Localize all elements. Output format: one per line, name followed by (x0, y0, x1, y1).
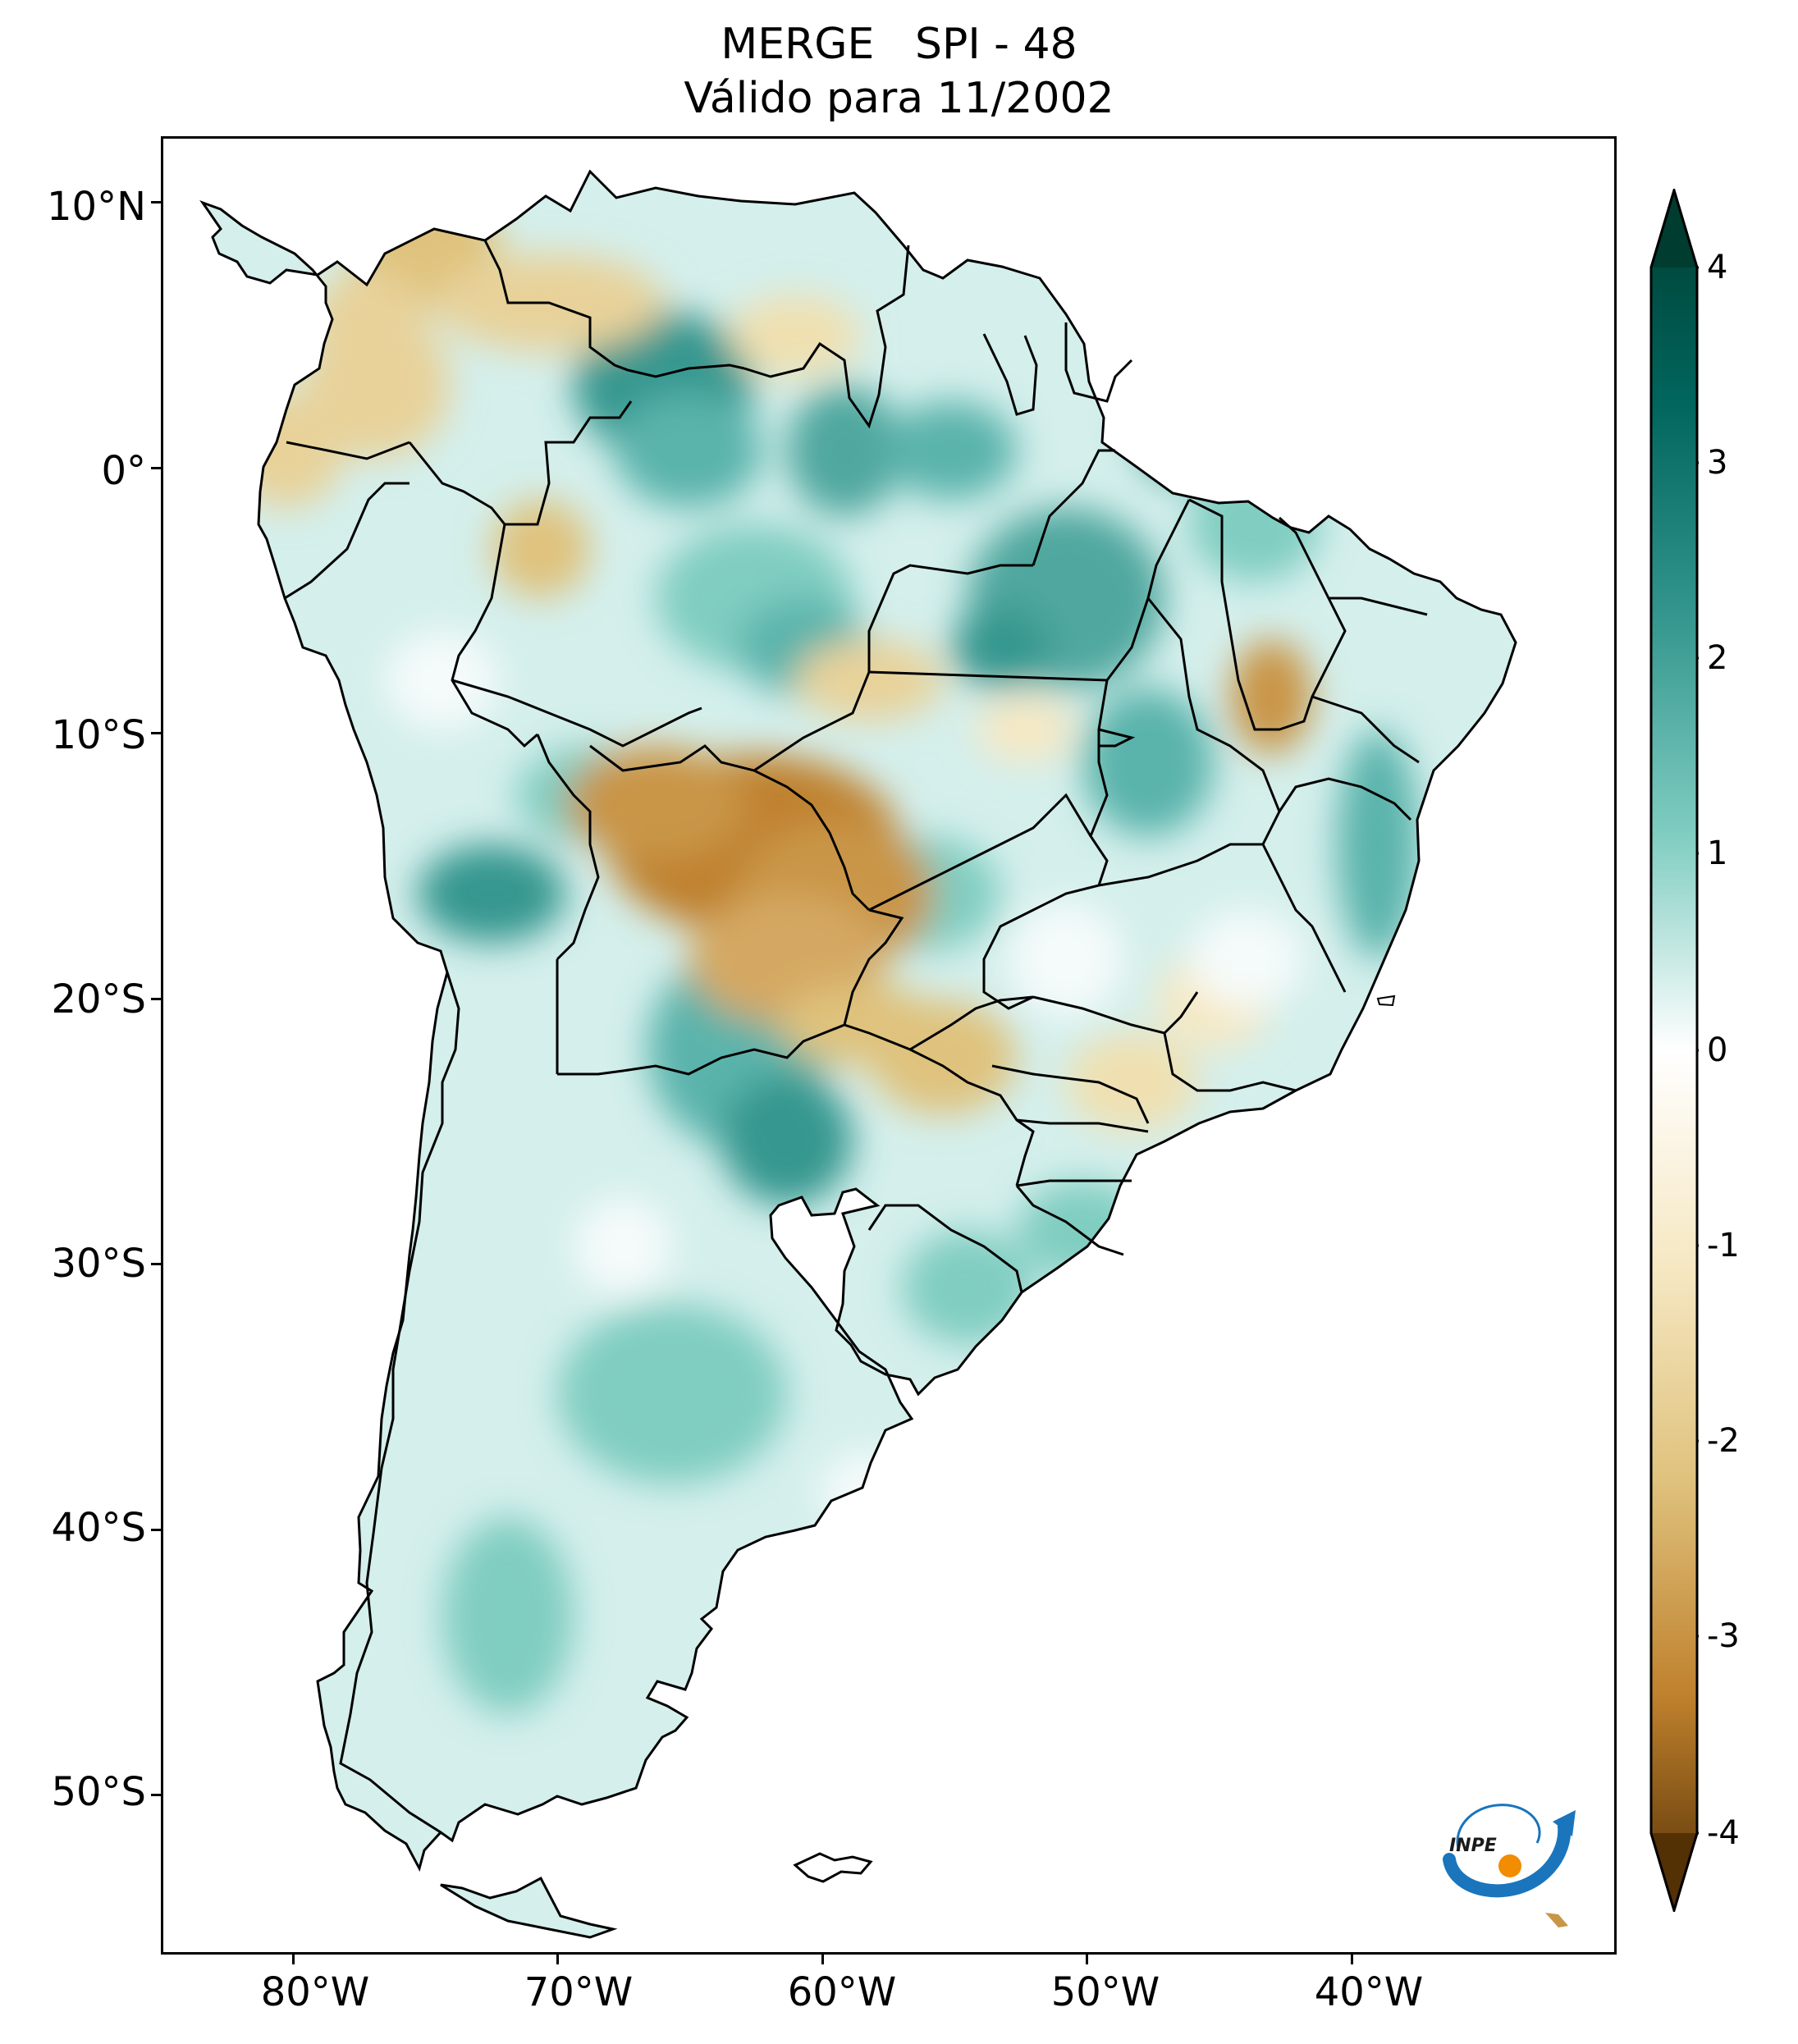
falkland-islands (793, 1852, 873, 1883)
lon-tick-0 (291, 1955, 295, 1964)
colorbar-label-2: 2 (1707, 639, 1728, 677)
lat-tick-1 (151, 466, 161, 469)
lat-tick-0 (151, 201, 161, 204)
colorbar-extend-top (1651, 190, 1697, 268)
lat-label-0: 0° (101, 448, 146, 494)
island-south-georgia (1545, 1913, 1568, 1927)
spi-field (203, 171, 1516, 1868)
lon-label-70w: 70°W (524, 1969, 634, 2015)
colorbar-label-neg4: -4 (1707, 1814, 1740, 1852)
lon-tick-1 (556, 1955, 560, 1964)
south-america-spi-map (201, 170, 1568, 1939)
colorbar-label-neg1: -1 (1707, 1227, 1740, 1264)
colorbar-label-neg3: -3 (1707, 1617, 1740, 1655)
lat-label-20s: 20°S (51, 976, 146, 1022)
colorbar-label-1: 1 (1707, 835, 1728, 872)
lon-tick-3 (1086, 1955, 1089, 1964)
inpe-logo: INPE (1443, 1804, 1576, 1898)
lon-label-40w: 40°W (1314, 1969, 1424, 2015)
colorbar-label-neg2: -2 (1707, 1422, 1740, 1460)
lat-label-10s: 10°S (51, 712, 146, 758)
lon-label-60w: 60°W (787, 1969, 897, 2015)
island-small (1376, 995, 1396, 1007)
lat-tick-3 (151, 997, 161, 1000)
colorbar-label-0: 0 (1707, 1031, 1728, 1069)
logo-text: INPE (1449, 1836, 1497, 1856)
lat-label-10n: 10°N (47, 184, 146, 230)
lat-label-50s: 50°S (51, 1769, 146, 1815)
lat-label-30s: 30°S (51, 1241, 146, 1287)
lat-tick-4 (151, 1263, 161, 1266)
political-borders (284, 240, 1428, 1834)
lat-tick-2 (151, 732, 161, 735)
colorbar-body (1649, 189, 1699, 1912)
tierra-del-fuego (440, 1876, 618, 1939)
colorbar-label-3: 3 (1707, 444, 1728, 482)
map-plot-area (161, 136, 1617, 1955)
colorbar (1649, 189, 1699, 1912)
colorbar-extend-bottom (1651, 1833, 1697, 1910)
colorbar-label-4: 4 (1707, 249, 1728, 286)
map-title-line1: MERGE SPI - 48 (721, 20, 1077, 69)
lat-tick-6 (151, 1794, 161, 1797)
lon-tick-2 (821, 1955, 824, 1964)
lon-label-80w: 80°W (260, 1969, 370, 2015)
lat-tick-5 (151, 1528, 161, 1531)
lat-label-40s: 40°S (51, 1505, 146, 1551)
lon-label-50w: 50°W (1050, 1969, 1160, 2015)
map-title-line2: Válido para 11/2002 (684, 74, 1114, 123)
lon-tick-4 (1350, 1955, 1353, 1964)
